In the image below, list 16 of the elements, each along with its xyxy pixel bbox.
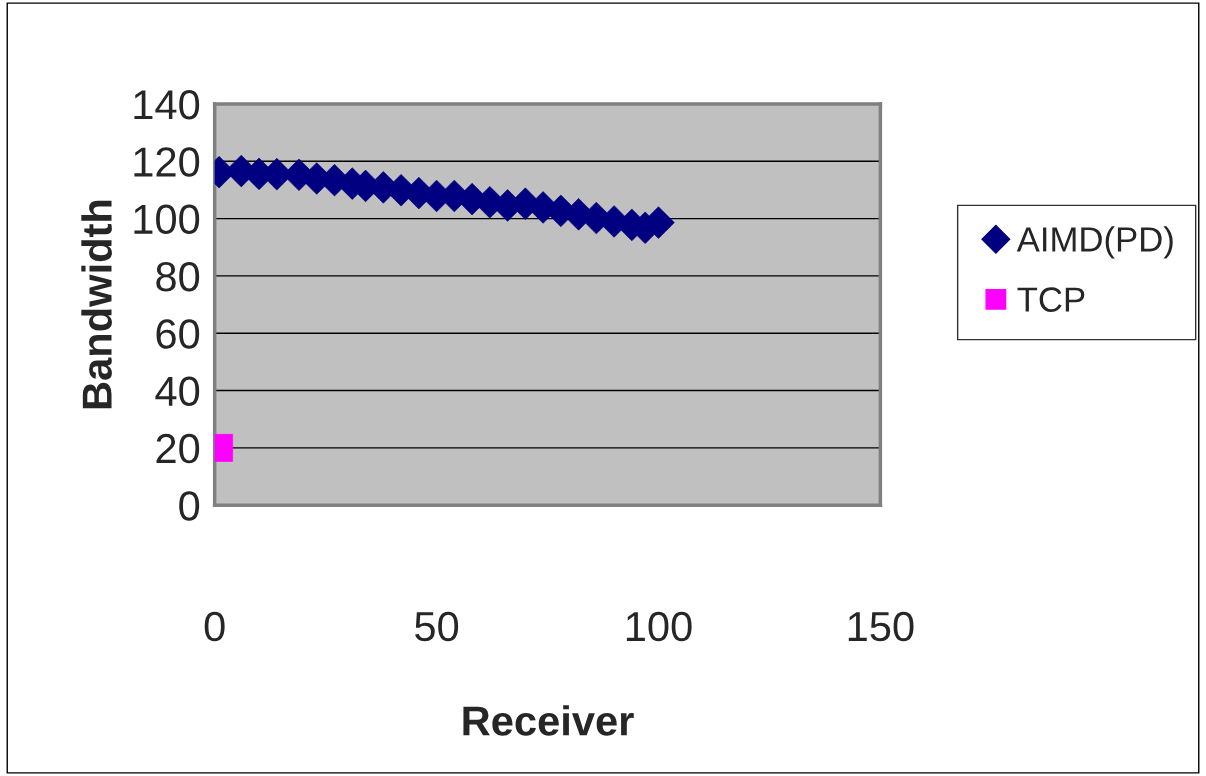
y-tick-label: 40 — [155, 376, 200, 407]
y-tick-label: 140 — [134, 89, 200, 120]
y-tick-label: 60 — [156, 319, 200, 349]
y-tick-label: 100 — [134, 204, 200, 235]
y-tick-label: 80 — [156, 261, 200, 292]
legend-label: AIMD(PD) — [1016, 226, 1173, 259]
y-tick-label: 120 — [134, 147, 200, 177]
y-axis-title: Bandwidth — [81, 200, 112, 409]
legend-label: TCP — [1017, 287, 1085, 312]
x-tick-label: 50 — [415, 611, 459, 642]
x-axis-title: Receiver — [463, 705, 634, 736]
x-tick-label: 150 — [848, 611, 914, 642]
y-tick-label: 0 — [179, 491, 200, 521]
y-tick-label: 20 — [156, 433, 200, 464]
x-tick-label: 0 — [204, 611, 225, 642]
x-tick-label: 100 — [626, 611, 692, 642]
